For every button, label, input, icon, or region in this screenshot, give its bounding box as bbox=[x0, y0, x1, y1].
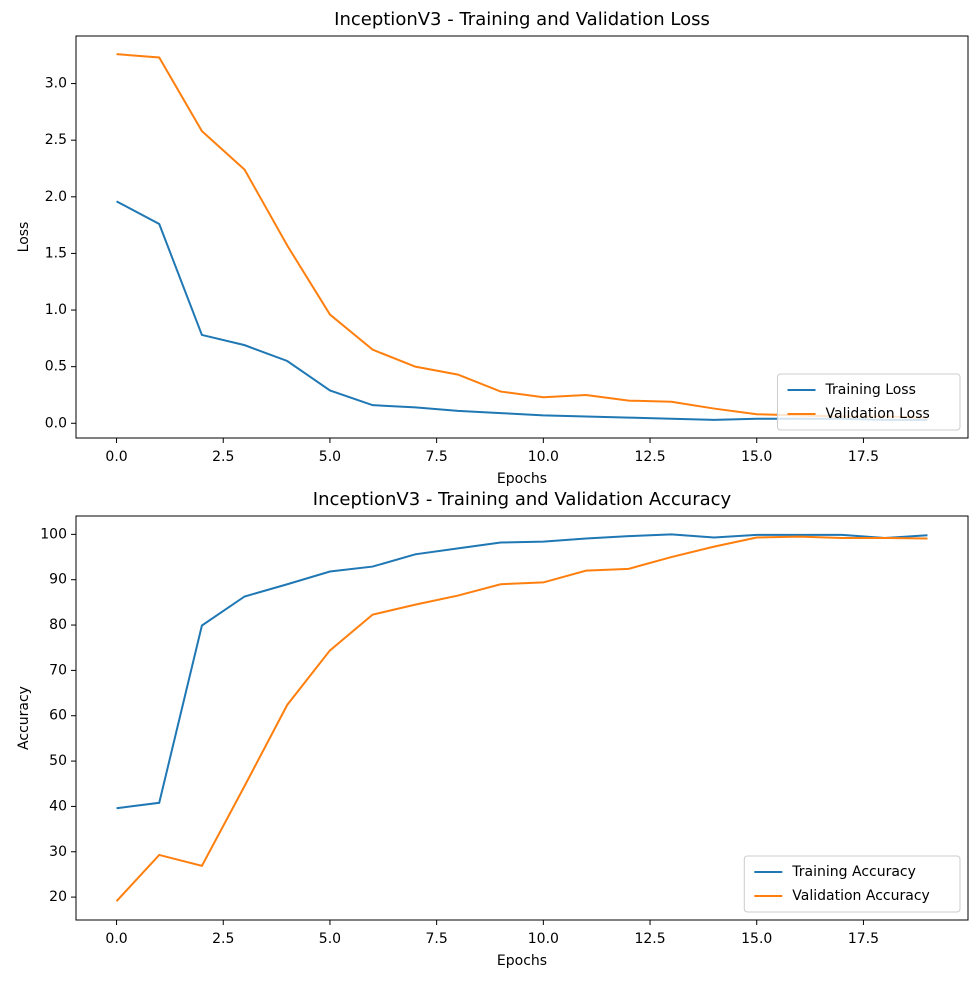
legend: Training Accuracy Validation Accuracy bbox=[743, 855, 961, 913]
x-tick-label: 15.0 bbox=[741, 931, 772, 947]
x-tick-label: 12.5 bbox=[634, 449, 665, 465]
data-line bbox=[115, 535, 928, 902]
x-tick-label: 7.5 bbox=[426, 449, 448, 465]
legend-label: Validation Loss bbox=[826, 406, 930, 422]
x-tick-label: 17.5 bbox=[848, 449, 879, 465]
y-tick-label: 30 bbox=[49, 844, 67, 860]
y-axis-label: Loss bbox=[16, 222, 32, 253]
chart-title: InceptionV3 - Training and Validation Lo… bbox=[334, 9, 710, 30]
y-tick-label: 80 bbox=[49, 617, 67, 633]
y-tick-label: 1.0 bbox=[45, 302, 67, 318]
x-tick-label: 5.0 bbox=[319, 449, 341, 465]
x-tick-label: 10.0 bbox=[528, 931, 559, 947]
y-tick-label: 3.0 bbox=[45, 76, 67, 92]
y-tick-label: 100 bbox=[40, 526, 67, 542]
y-tick-label: 70 bbox=[49, 662, 67, 678]
axes-frame bbox=[75, 35, 969, 439]
x-tick-label: 10.0 bbox=[528, 449, 559, 465]
y-tick-label: 60 bbox=[49, 708, 67, 724]
x-tick-label: 0.0 bbox=[105, 931, 127, 947]
y-tick-label: 2.5 bbox=[45, 132, 67, 148]
y-tick-label: 2.0 bbox=[45, 189, 67, 205]
x-tick-label: 12.5 bbox=[634, 931, 665, 947]
axes-frame bbox=[75, 515, 969, 921]
x-axis-label: Epochs bbox=[497, 471, 547, 487]
y-tick-label: 0.5 bbox=[45, 359, 67, 375]
x-tick-label: 2.5 bbox=[212, 449, 234, 465]
legend: Training Loss Validation Loss bbox=[777, 373, 961, 431]
y-tick-label: 50 bbox=[49, 753, 67, 769]
y-tick-label: 1.5 bbox=[45, 245, 67, 261]
x-tick-label: 5.0 bbox=[319, 931, 341, 947]
chart-title: InceptionV3 - Training and Validation Ac… bbox=[313, 489, 732, 510]
x-tick-label: 2.5 bbox=[212, 931, 234, 947]
legend-box bbox=[743, 855, 961, 913]
x-axis-label: Epochs bbox=[497, 953, 547, 969]
y-tick-label: 90 bbox=[49, 572, 67, 588]
x-tick-label: 17.5 bbox=[848, 931, 879, 947]
x-tick-label: 15.0 bbox=[741, 449, 772, 465]
legend-label: Training Accuracy bbox=[791, 864, 916, 880]
data-line bbox=[116, 533, 928, 810]
data-line bbox=[116, 53, 928, 419]
y-axis-label: Accuracy bbox=[16, 686, 32, 750]
y-tick-label: 40 bbox=[49, 798, 67, 814]
legend-box bbox=[777, 373, 961, 431]
x-tick-label: 7.5 bbox=[426, 931, 448, 947]
y-tick-label: 0.0 bbox=[45, 415, 67, 431]
x-tick-label: 0.0 bbox=[105, 449, 127, 465]
y-tick-label: 20 bbox=[49, 889, 67, 905]
legend-label: Training Loss bbox=[825, 382, 916, 398]
legend-label: Validation Accuracy bbox=[792, 888, 930, 904]
